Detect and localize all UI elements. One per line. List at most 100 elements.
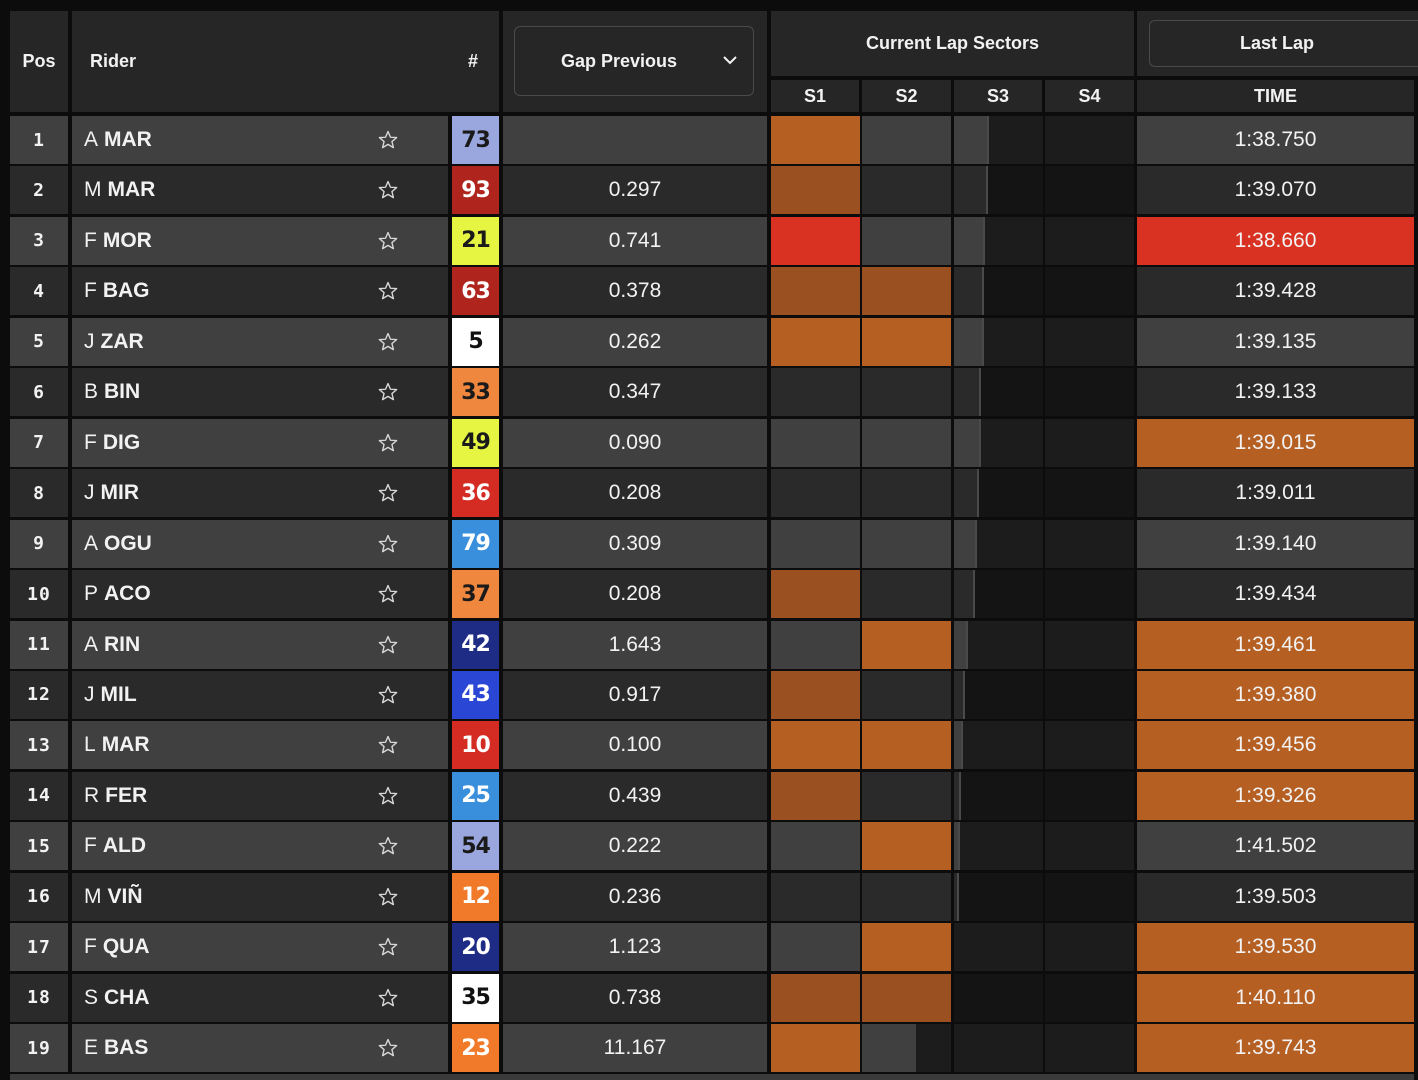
favorite-star-icon[interactable]: [377, 785, 399, 807]
table-row[interactable]: 5 J ZAR 5 0.262 1:39.135: [0, 317, 1418, 366]
sector-s4: [1045, 368, 1134, 417]
rider-initial: A: [84, 632, 99, 656]
table-row[interactable]: 14 R FER 25 0.439 1:39.326: [0, 771, 1418, 820]
position-cell: 18: [10, 973, 68, 1022]
table-row[interactable]: 13 L MAR 10 0.100 1:39.456: [0, 721, 1418, 770]
gap-cell: 1.643: [503, 620, 767, 669]
sector-s3: [954, 1024, 1043, 1073]
rider-number-badge: 12: [452, 872, 499, 921]
rider-cell: L MAR: [72, 721, 448, 770]
gap-cell: 0.347: [503, 368, 767, 417]
sector-s1: [771, 670, 860, 719]
rider-cell: F BAG: [72, 267, 448, 316]
favorite-star-icon[interactable]: [377, 835, 399, 857]
table-row[interactable]: 15 F ALD 54 0.222 1:41.502: [0, 822, 1418, 871]
favorite-star-icon[interactable]: [377, 230, 399, 252]
table-row[interactable]: 10 P ACO 37 0.208 1:39.434: [0, 570, 1418, 619]
favorite-star-icon[interactable]: [377, 331, 399, 353]
favorite-star-icon[interactable]: [377, 734, 399, 756]
rider-surname: ALD: [102, 834, 146, 858]
position-cell: 8: [10, 469, 68, 518]
sector-s2: [862, 670, 951, 719]
rider-number-badge: 10: [452, 721, 499, 770]
sector-s3: [954, 670, 1043, 719]
sector-s1: [771, 1024, 860, 1073]
favorite-star-icon[interactable]: [377, 381, 399, 403]
table-row[interactable]: 3 F MOR 21 0.741 1:38.660: [0, 216, 1418, 265]
sector-s3: [954, 872, 1043, 921]
sector-s2: [862, 116, 951, 164]
rider-initial: E: [84, 1036, 99, 1060]
favorite-star-icon[interactable]: [377, 1037, 399, 1059]
rider-surname: VIÑ: [107, 884, 143, 908]
position-cell: 17: [10, 923, 68, 972]
sector-s3: [954, 116, 1043, 164]
sector-s1: [771, 116, 860, 164]
position-cell: 7: [10, 418, 68, 467]
table-row[interactable]: 6 B BIN 33 0.347 1:39.133: [0, 368, 1418, 417]
favorite-star-icon[interactable]: [377, 129, 399, 151]
rider-cell: J MIR: [72, 469, 448, 518]
sector-s3: [954, 721, 1043, 770]
table-row[interactable]: 12 J MIL 43 0.917 1:39.380: [0, 670, 1418, 719]
sector-s1: [771, 570, 860, 619]
sector-s3-progress: [954, 872, 959, 921]
sector-s1: [771, 216, 860, 265]
rider-initial: F: [84, 935, 97, 959]
table-row[interactable]: 9 A OGU 79 0.309 1:39.140: [0, 519, 1418, 568]
table-row[interactable]: 4 F BAG 63 0.378 1:39.428: [0, 267, 1418, 316]
rider-initial: F: [84, 228, 97, 252]
favorite-star-icon[interactable]: [377, 684, 399, 706]
favorite-star-icon[interactable]: [377, 936, 399, 958]
sector-s2: [862, 620, 951, 669]
table-row[interactable]: 16 M VIÑ 12 0.236 1:39.503: [0, 872, 1418, 921]
favorite-star-icon[interactable]: [377, 583, 399, 605]
last-lap-button[interactable]: Last Lap: [1149, 20, 1418, 67]
favorite-star-icon[interactable]: [377, 432, 399, 454]
sector-s2: [862, 418, 951, 467]
sector-s2: [862, 721, 951, 770]
sector-s4: [1045, 973, 1134, 1022]
favorite-star-icon[interactable]: [377, 886, 399, 908]
position-cell: 3: [10, 216, 68, 265]
last-lap-time: 1:40.110: [1137, 973, 1414, 1022]
sector-s3-progress: [954, 822, 960, 871]
sector-s4: [1045, 166, 1134, 215]
table-row[interactable]: 17 F QUA 20 1.123 1:39.530: [0, 923, 1418, 972]
favorite-star-icon[interactable]: [377, 482, 399, 504]
favorite-star-icon[interactable]: [377, 533, 399, 555]
position-cell: 4: [10, 267, 68, 316]
gap-cell: 0.222: [503, 822, 767, 871]
sector-s2: [862, 469, 951, 518]
sector-s3-progress: [954, 771, 961, 820]
position-cell: 11: [10, 620, 68, 669]
header-s2: S2: [862, 80, 951, 112]
table-row[interactable]: 1 A MAR 73 1:38.750: [0, 116, 1418, 164]
table-row[interactable]: 8 J MIR 36 0.208 1:39.011: [0, 469, 1418, 518]
rider-number-badge: 73: [452, 116, 499, 164]
sector-s3-progress: [954, 670, 965, 719]
table-row[interactable]: 2 M MAR 93 0.297 1:39.070: [0, 166, 1418, 215]
favorite-star-icon[interactable]: [377, 280, 399, 302]
position-cell: 1: [10, 116, 68, 164]
sector-s2: [862, 973, 951, 1022]
favorite-star-icon[interactable]: [377, 179, 399, 201]
gap-cell: 1.123: [503, 923, 767, 972]
header-rider-label: Rider: [90, 51, 137, 71]
last-lap-time: 1:39.011: [1137, 469, 1414, 518]
favorite-star-icon[interactable]: [377, 987, 399, 1009]
table-row[interactable]: 18 S CHA 35 0.738 1:40.110: [0, 973, 1418, 1022]
favorite-star-icon[interactable]: [377, 634, 399, 656]
table-row[interactable]: 19 E BAS 23 11.167 1:39.743: [0, 1024, 1418, 1073]
table-row[interactable]: 11 A RIN 42 1.643 1:39.461: [0, 620, 1418, 669]
partial-next-row: [10, 1074, 1414, 1080]
sector-s3: [954, 418, 1043, 467]
sector-s4: [1045, 267, 1134, 316]
rider-surname: MAR: [104, 128, 152, 151]
sector-s3-progress: [954, 418, 981, 467]
rider-initial: M: [84, 884, 102, 908]
position-cell: 9: [10, 519, 68, 568]
gap-previous-dropdown[interactable]: Gap Previous: [514, 26, 754, 96]
last-lap-time: 1:39.428: [1137, 267, 1414, 316]
table-row[interactable]: 7 F DIG 49 0.090 1:39.015: [0, 418, 1418, 467]
